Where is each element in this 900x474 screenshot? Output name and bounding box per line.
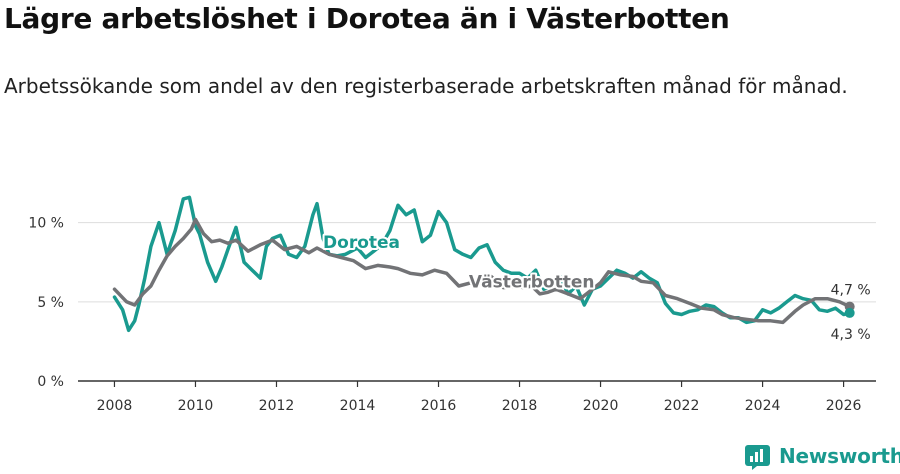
x-tick-label: 2016 bbox=[421, 398, 457, 414]
x-tick-label: 2018 bbox=[502, 398, 538, 414]
x-tick-label: 2022 bbox=[664, 398, 700, 414]
x-tick-label: 2008 bbox=[97, 398, 133, 414]
series-label-vasterbotten: Västerbotten bbox=[469, 273, 595, 293]
y-tick-label: 5 % bbox=[37, 295, 64, 311]
end-value-label-vasterbotten: 4,7 % bbox=[831, 283, 871, 299]
x-tick-label: 2026 bbox=[826, 398, 862, 414]
end-value-label-dorotea: 4,3 % bbox=[831, 327, 871, 343]
brand-logo: Newsworthy bbox=[744, 441, 900, 471]
brand-name: Newsworthy bbox=[779, 444, 900, 468]
y-tick-label: 0 % bbox=[37, 374, 64, 390]
x-axis: 2008 2010 2012 2014 2016 2018 2020 2022 2024 2026 bbox=[78, 380, 876, 414]
series-label-dorotea: Dorotea bbox=[323, 233, 400, 253]
x-tick-label: 2014 bbox=[340, 398, 376, 414]
series-lines bbox=[112, 195, 852, 333]
chart-subtitle: Arbetssökande som andel av den registerb… bbox=[4, 74, 848, 98]
end-point-dorotea bbox=[844, 307, 855, 318]
y-tick-label: 10 % bbox=[28, 216, 64, 232]
series-labels: Dorotea Västerbotten 4,7 % 4,3 % bbox=[321, 231, 871, 343]
x-tick-label: 2020 bbox=[583, 398, 619, 414]
x-tick-label: 2012 bbox=[259, 398, 295, 414]
series-line-dorotea bbox=[112, 195, 852, 333]
newsworthy-logo-icon bbox=[745, 445, 770, 470]
grid-lines bbox=[78, 222, 876, 303]
chart-title: Lägre arbetslöshet i Dorotea än i Väster… bbox=[4, 2, 730, 35]
x-tick-label: 2024 bbox=[745, 398, 781, 414]
x-tick-label: 2010 bbox=[178, 398, 214, 414]
series-line-vasterbotten bbox=[112, 217, 852, 325]
y-axis-labels: 0 % 5 % 10 % bbox=[28, 216, 64, 390]
